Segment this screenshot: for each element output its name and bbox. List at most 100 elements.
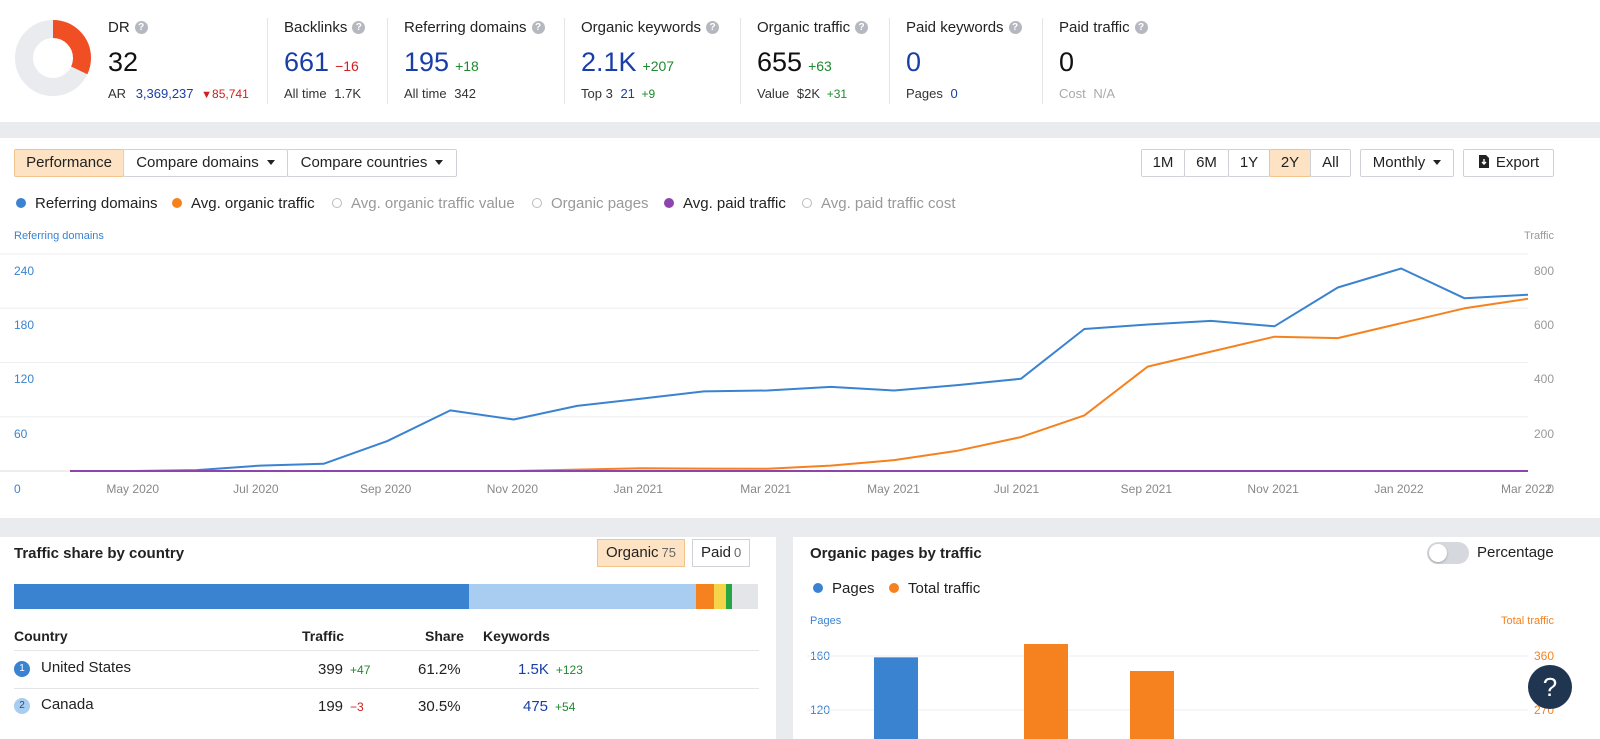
country-name[interactable]: Canada xyxy=(41,696,94,713)
right-tick: 360 xyxy=(1533,649,1554,663)
paid-traffic-value: 0 xyxy=(1059,47,1075,77)
paid-keywords-pages: Pages 0 xyxy=(906,86,958,101)
paid-toggle[interactable]: Paid 0 xyxy=(692,539,751,567)
referring-domains-value[interactable]: 195 +18 xyxy=(404,47,479,77)
toggle-knob xyxy=(1429,544,1447,562)
share-bar-segment[interactable] xyxy=(731,584,758,609)
dr-value: 32 xyxy=(108,47,139,77)
legend-avg-paid-traffic-cost[interactable]: Avg. paid traffic cost xyxy=(802,195,956,212)
organic-keywords-top3: Top 3 21 +9 xyxy=(581,86,656,101)
paid-keywords-value[interactable]: 0 xyxy=(906,47,922,77)
traffic-share-bar xyxy=(14,584,758,609)
bar[interactable] xyxy=(1024,644,1068,739)
blue-dot-icon xyxy=(16,198,26,208)
legend-referring-domains[interactable]: Referring domains xyxy=(16,195,158,212)
ar-label: AR xyxy=(108,86,127,101)
range-all-button[interactable]: All xyxy=(1310,149,1351,177)
right-axis-title: Traffic xyxy=(1524,230,1554,242)
legend-avg-paid-traffic[interactable]: Avg. paid traffic xyxy=(664,195,786,212)
metric-referring-domains: Referring domains? 195 +18 All time 342 xyxy=(387,0,565,122)
performance-tab[interactable]: Performance xyxy=(14,149,124,177)
share-bar-segment[interactable] xyxy=(725,584,732,609)
export-button[interactable]: Export xyxy=(1463,149,1554,177)
organic-traffic-label: Organic traffic? xyxy=(757,19,869,36)
share-bar-segment[interactable] xyxy=(469,584,697,609)
help-chat-button[interactable]: ? xyxy=(1528,665,1572,709)
legend-avg-organic-traffic[interactable]: Avg. organic traffic xyxy=(172,195,315,212)
organic-pages-panel: Organic pages by traffic Percentage Page… xyxy=(793,537,1600,739)
help-icon[interactable]: ? xyxy=(706,21,720,34)
left-tick: 120 xyxy=(14,372,35,386)
legend-organic-pages[interactable]: Organic pages xyxy=(532,195,649,212)
performance-panel: Performance Compare domains Compare coun… xyxy=(0,138,1600,518)
dr-label: DR? xyxy=(108,19,148,36)
backlinks-value[interactable]: 661 −16 xyxy=(284,47,359,77)
help-icon[interactable]: ? xyxy=(134,21,148,34)
hollow-dot-icon xyxy=(802,198,812,208)
help-icon[interactable]: ? xyxy=(531,21,545,34)
traffic-cell: 199 −3 xyxy=(318,698,364,715)
organic-pages-bar-chart xyxy=(807,644,1528,739)
paid-traffic-cost: Cost N/A xyxy=(1059,86,1116,101)
help-icon[interactable]: ? xyxy=(855,21,869,34)
orange-dot-icon xyxy=(172,198,182,208)
legend-total-traffic[interactable]: Total traffic xyxy=(889,580,980,597)
purple-dot-icon xyxy=(664,198,674,208)
hollow-dot-icon xyxy=(532,198,542,208)
total-traffic-axis-title: Total traffic xyxy=(1501,615,1554,627)
paid-keywords-label: Paid keywords? xyxy=(906,19,1022,36)
organic-pages-title: Organic pages by traffic xyxy=(810,545,982,562)
column-keywords[interactable]: Keywords xyxy=(483,628,550,644)
organic-traffic-value: 655 +63 xyxy=(757,47,832,77)
range-2y-button[interactable]: 2Y xyxy=(1269,149,1311,177)
hollow-dot-icon xyxy=(332,198,342,208)
country-name[interactable]: United States xyxy=(41,659,132,676)
traffic-cell: 399 +47 xyxy=(318,661,371,678)
series-line-avg-organic-traffic[interactable] xyxy=(70,297,1529,472)
performance-line-chart xyxy=(0,253,1529,472)
share-bar-segment[interactable] xyxy=(696,584,715,609)
right-tick: 800 xyxy=(1533,264,1554,278)
help-icon[interactable]: ? xyxy=(1134,21,1148,34)
legend-avg-organic-traffic-value[interactable]: Avg. organic traffic value xyxy=(332,195,515,212)
share-cell: 61.2% xyxy=(418,661,461,678)
paid-traffic-label: Paid traffic? xyxy=(1059,19,1148,36)
help-icon[interactable]: ? xyxy=(1008,21,1022,34)
legend-pages[interactable]: Pages xyxy=(813,580,875,597)
backlinks-delta: −16 xyxy=(335,58,359,74)
column-share[interactable]: Share xyxy=(425,628,464,644)
help-icon[interactable]: ? xyxy=(352,21,366,34)
series-line-referring-domains[interactable] xyxy=(70,267,1529,472)
organic-toggle[interactable]: Organic 75 xyxy=(597,539,685,567)
range-1m-button[interactable]: 1M xyxy=(1141,149,1185,177)
down-triangle-icon: ▼ xyxy=(201,89,213,101)
ar-value[interactable]: 3,369,237 xyxy=(135,86,194,101)
compare-countries-dropdown[interactable]: Compare countries xyxy=(287,149,457,177)
column-traffic[interactable]: Traffic xyxy=(302,628,345,644)
percentage-toggle[interactable] xyxy=(1427,542,1469,564)
organic-traffic-delta: +63 xyxy=(808,58,832,74)
share-bar-segment[interactable] xyxy=(14,584,470,609)
table-row: 2 Canada xyxy=(14,696,94,714)
range-1y-button[interactable]: 1Y xyxy=(1228,149,1270,177)
rank-badge: 1 xyxy=(14,661,30,677)
right-tick: 400 xyxy=(1533,372,1554,386)
organic-keywords-value[interactable]: 2.1K +207 xyxy=(581,47,675,77)
metrics-strip: DR? 32 AR 3,369,237 ▼85,741 Backlinks? 6… xyxy=(0,0,1600,122)
bar[interactable] xyxy=(874,657,918,739)
traffic-share-title: Traffic share by country xyxy=(14,545,185,562)
chevron-down-icon xyxy=(1433,160,1442,165)
backlinks-all-time: All time 1.7K xyxy=(284,86,361,101)
compare-domains-dropdown[interactable]: Compare domains xyxy=(123,149,288,177)
organic-traffic-value-row: Value $2K +31 xyxy=(757,86,848,101)
bar[interactable] xyxy=(1130,671,1174,739)
download-icon xyxy=(1478,155,1489,168)
metric-backlinks: Backlinks? 661 −16 All time 1.7K xyxy=(267,0,388,122)
percentage-label: Percentage xyxy=(1477,544,1554,561)
chevron-down-icon xyxy=(435,160,444,165)
column-country[interactable]: Country xyxy=(14,628,68,644)
interval-dropdown[interactable]: Monthly xyxy=(1360,149,1454,177)
referring-domains-label: Referring domains? xyxy=(404,19,545,36)
share-bar-segment[interactable] xyxy=(714,584,726,609)
metric-organic-keywords: Organic keywords? 2.1K +207 Top 3 21 +9 xyxy=(564,0,741,122)
